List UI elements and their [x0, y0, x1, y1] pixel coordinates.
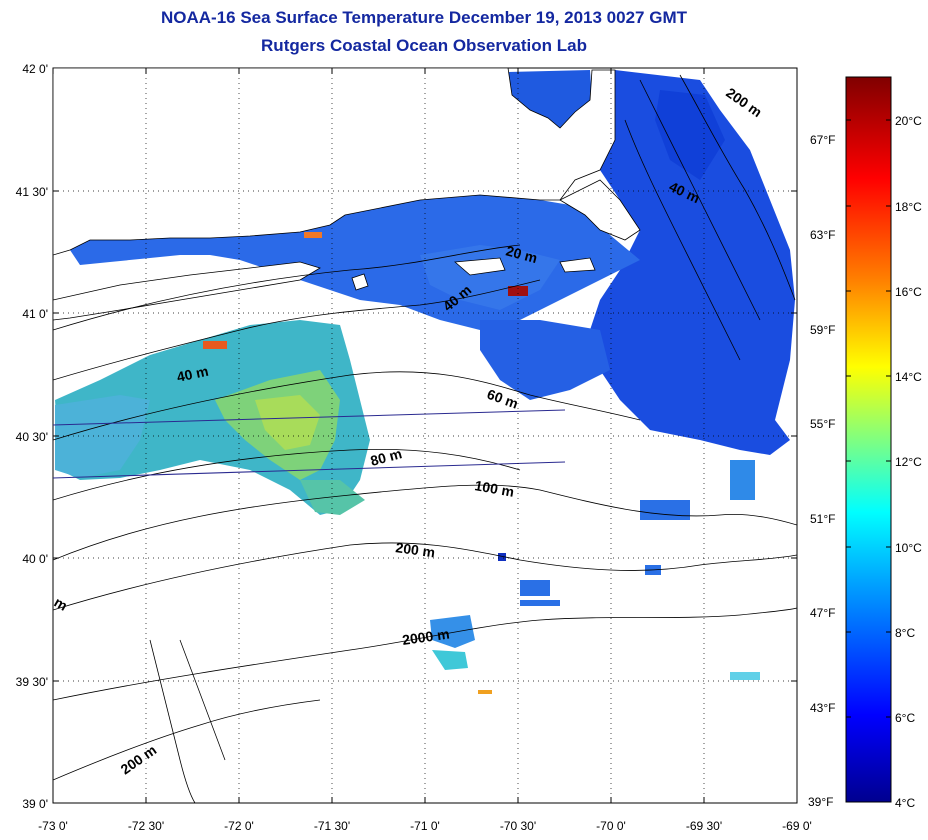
map-content: 40 m 20 m 200 m 40 m 40 m 60 m 80 m 100 …	[53, 68, 797, 803]
contour-40m	[53, 279, 541, 381]
contour-label-80m: 80 m	[369, 445, 404, 469]
contour-100m	[53, 484, 797, 561]
celsius-tick: 14°C	[895, 370, 922, 384]
sst-patch-shelf-west	[55, 395, 150, 478]
lat-tick: 41 0'	[22, 307, 48, 321]
sst-warm-spot-1	[203, 341, 227, 349]
land-marthas-vineyard	[454, 257, 506, 276]
lon-tick-labels: -73 0' -72 30' -72 0' -71 30' -71 0' -70…	[38, 819, 812, 833]
sst-patch-shelf-tip	[300, 480, 365, 515]
lat-tick: 42 0'	[22, 62, 48, 76]
sst-patch-offshore-6	[730, 460, 755, 500]
celsius-tick: 20°C	[895, 114, 922, 128]
land	[53, 68, 641, 321]
track-line-2	[53, 461, 566, 479]
contour-label-2000m: 2000 m	[401, 626, 450, 648]
lon-tick: -69 0'	[782, 819, 812, 833]
lon-tick: -71 0'	[410, 819, 440, 833]
fahrenheit-tick: 55°F	[810, 417, 835, 431]
colorbar	[845, 76, 892, 803]
sst-data	[55, 70, 795, 694]
contour-labels: 40 m 20 m 200 m 40 m 40 m 60 m 80 m 100 …	[53, 84, 765, 777]
axis-ticks	[52, 68, 797, 803]
fahrenheit-tick: 43°F	[810, 701, 835, 715]
lat-tick: 39 0'	[22, 797, 48, 811]
sst-warm-spot-4	[478, 690, 492, 694]
sst-warm-spot-3	[304, 232, 322, 238]
fahrenheit-labels: 67°F 63°F 59°F 55°F 51°F 47°F 43°F 39°F	[808, 133, 835, 809]
lon-tick: -70 30'	[500, 819, 536, 833]
map-title: NOAA-16 Sea Surface Temperature December…	[161, 8, 687, 27]
contour-60m	[53, 371, 641, 441]
contour-label-20m: 20 m	[504, 242, 539, 266]
track-line-1	[53, 409, 566, 426]
sst-patch-offshore-1	[430, 615, 475, 648]
fahrenheit-tick: 51°F	[810, 512, 835, 526]
lon-tick: -69 30'	[686, 819, 722, 833]
contour-gulf-3	[624, 119, 741, 361]
sst-patch-offshore-3	[520, 580, 550, 596]
bathymetry-contours	[53, 74, 797, 803]
fahrenheit-tick: 67°F	[810, 133, 835, 147]
land-nantucket	[559, 257, 596, 273]
fahrenheit-tick: 59°F	[810, 323, 835, 337]
contour-label-40m-nj: 40 m	[175, 363, 210, 385]
sst-patch-offshore-2	[432, 650, 468, 670]
lat-tick: 40 30'	[16, 430, 48, 444]
fahrenheit-tick: 63°F	[810, 228, 835, 242]
map-subtitle: Rutgers Coastal Ocean Observation Lab	[261, 36, 587, 55]
lon-tick: -70 0'	[596, 819, 626, 833]
lat-tick-labels: 42 0' 41 30' 41 0' 40 30' 40 0' 39 30' 3…	[16, 62, 48, 811]
graticule	[53, 68, 797, 803]
land-block-island	[351, 273, 369, 291]
lon-tick: -71 30'	[314, 819, 350, 833]
celsius-tick: 10°C	[895, 541, 922, 555]
contour-gulf-1	[639, 79, 761, 321]
lat-tick: 40 0'	[22, 552, 48, 566]
sst-patch-gulf-east	[590, 70, 795, 455]
contour-label-200m: 200 m	[395, 539, 437, 560]
contour-20m	[53, 244, 521, 331]
celsius-tick: 8°C	[895, 626, 915, 640]
celsius-tick: 16°C	[895, 285, 922, 299]
contour-gulf-2	[679, 74, 796, 301]
fahrenheit-tick: 47°F	[810, 606, 835, 620]
lat-tick: 39 30'	[16, 675, 48, 689]
lon-tick: -72 0'	[224, 819, 254, 833]
celsius-tick: 6°C	[895, 711, 915, 725]
sst-warm-spot-2	[508, 286, 528, 296]
sst-patch-offshore-8	[498, 553, 506, 561]
contour-80m	[53, 448, 521, 501]
contour-200m-sw	[53, 699, 321, 781]
sst-patch-south-ri	[480, 320, 610, 400]
contour-200m	[53, 542, 797, 611]
sst-patch-cape-cod-bay	[508, 70, 592, 128]
celsius-tick: 12°C	[895, 455, 922, 469]
land-new-england	[53, 68, 616, 256]
sst-patch-offshore-5	[640, 500, 690, 520]
sst-patch-offshore-7	[730, 672, 760, 680]
celsius-tick: 18°C	[895, 200, 922, 214]
contour-canyon	[149, 639, 196, 803]
contour-label-100m: 100 m	[473, 477, 515, 500]
contour-canyon-2	[179, 639, 226, 761]
satellite-tracks	[53, 409, 566, 479]
celsius-tick: 4°C	[895, 796, 915, 810]
lon-tick: -73 0'	[38, 819, 68, 833]
fahrenheit-tick: 39°F	[808, 795, 833, 809]
land-cape-cod	[559, 179, 641, 241]
colorbar-ticks	[846, 119, 891, 718]
sst-patch-gulf-inner	[655, 90, 725, 180]
lon-tick: -72 30'	[128, 819, 164, 833]
contour-2000m	[53, 607, 797, 701]
celsius-labels: 20°C 18°C 16°C 14°C 12°C 10°C 8°C 6°C 4°…	[895, 114, 922, 810]
sst-patch-offshore-9	[520, 600, 560, 606]
lat-tick: 41 30'	[16, 185, 48, 199]
land-long-island	[53, 261, 321, 321]
